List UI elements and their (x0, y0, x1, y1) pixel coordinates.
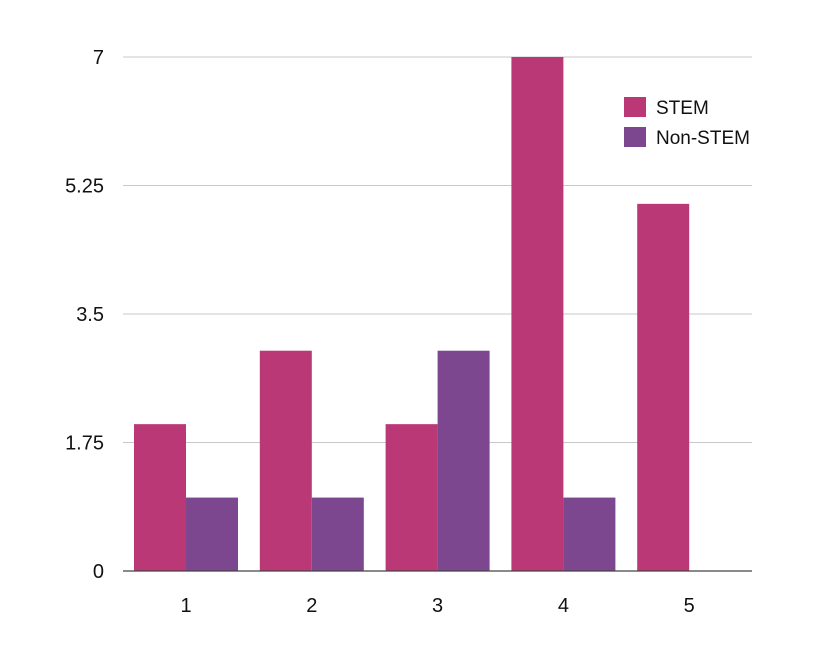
bar-non-stem-1 (186, 497, 238, 571)
legend-swatch (624, 97, 646, 117)
bar-stem-5 (637, 203, 690, 571)
bar-non-stem-3 (437, 350, 490, 571)
legend-label: Non-STEM (656, 128, 750, 149)
y-tick-label: 1.75 (65, 433, 104, 455)
legend-label: STEM (656, 98, 709, 119)
bar-stem-4 (511, 57, 564, 571)
bar-stem-2 (259, 350, 312, 571)
x-tick-label: 2 (306, 595, 317, 617)
x-tick-label: 3 (432, 595, 443, 617)
legend-swatch (624, 127, 646, 147)
x-tick-label: 5 (684, 595, 695, 617)
x-tick-label: 1 (180, 595, 191, 617)
bar-stem-3 (385, 424, 438, 571)
y-tick-label: 5.25 (65, 176, 104, 198)
y-tick-label: 7 (93, 47, 104, 69)
bar-non-stem-2 (311, 497, 364, 571)
y-tick-label: 3.5 (76, 304, 104, 326)
y-tick-label: 0 (93, 561, 104, 583)
axes: 0 1.75 3.5 5.25 7 1 2 3 4 5 (65, 47, 752, 617)
x-tick-label: 4 (558, 595, 569, 617)
bar-stem-1 (134, 424, 186, 571)
bar-non-stem-4 (563, 497, 616, 571)
bars (134, 57, 690, 571)
legend: STEM Non-STEM (624, 97, 750, 149)
